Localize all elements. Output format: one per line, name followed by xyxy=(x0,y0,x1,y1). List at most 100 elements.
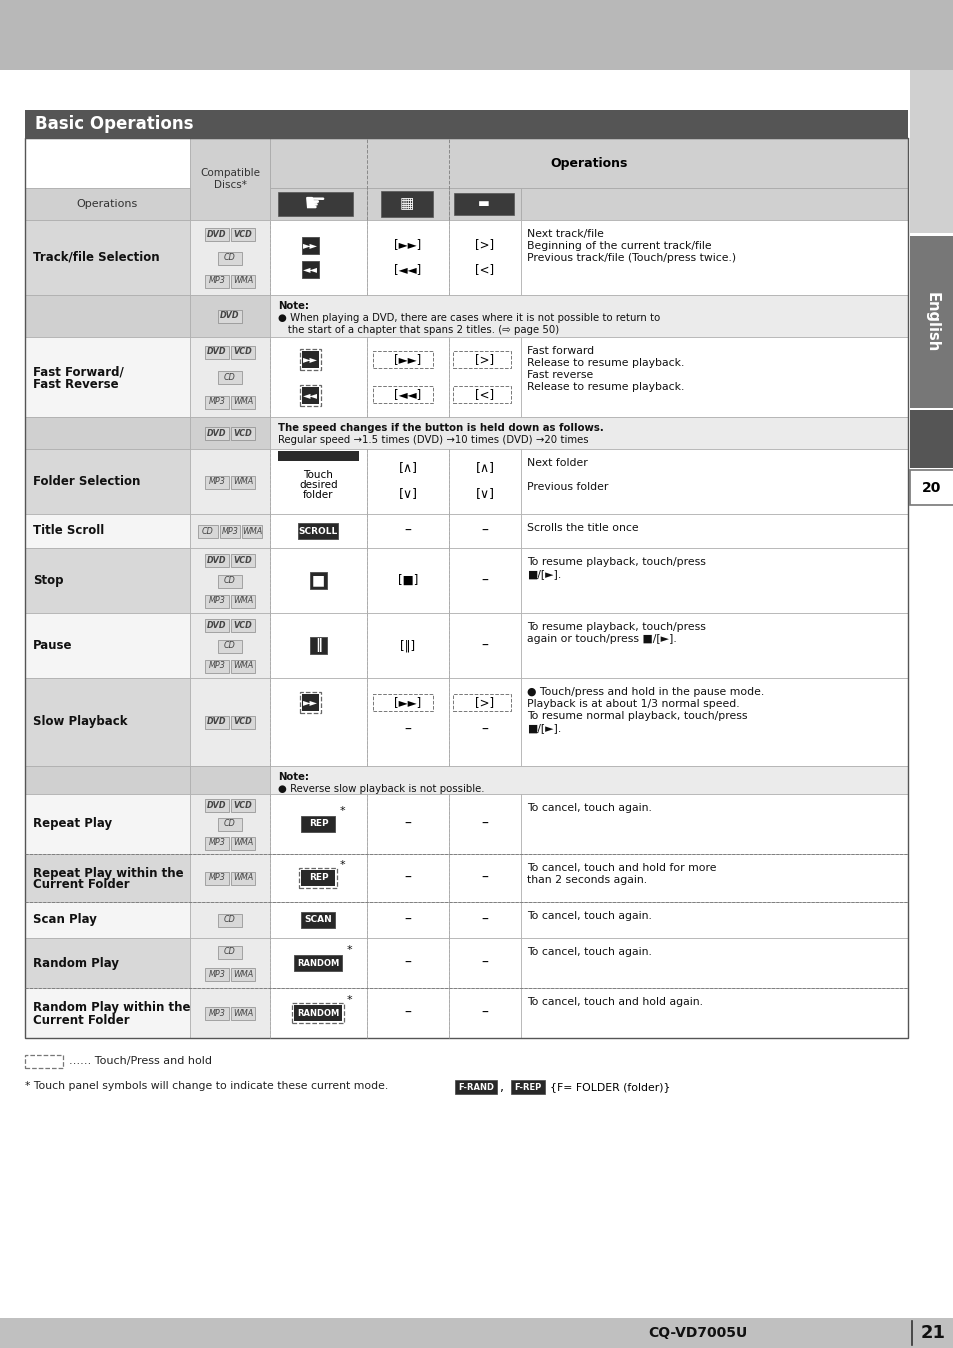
Text: ►►: ►► xyxy=(303,240,317,251)
Bar xyxy=(190,549,270,613)
Bar xyxy=(520,613,907,678)
Text: Note:: Note: xyxy=(277,772,309,782)
Text: CD: CD xyxy=(224,576,235,585)
Bar xyxy=(231,968,254,981)
Text: Fast forward: Fast forward xyxy=(526,346,594,356)
Bar xyxy=(190,295,270,337)
Bar xyxy=(449,938,520,988)
Text: ▬: ▬ xyxy=(477,198,489,210)
Text: To cancel, touch again.: To cancel, touch again. xyxy=(526,911,651,921)
Bar xyxy=(299,384,320,406)
Bar xyxy=(270,220,367,295)
Bar xyxy=(270,938,367,988)
Bar xyxy=(367,794,449,855)
Bar xyxy=(520,794,907,855)
Text: {F= FOLDER (folder)}: {F= FOLDER (folder)} xyxy=(550,1082,670,1092)
Bar xyxy=(294,954,342,971)
Bar xyxy=(520,514,907,549)
Text: 20: 20 xyxy=(922,481,941,495)
Bar xyxy=(270,766,907,794)
Bar xyxy=(449,678,520,766)
Text: MP3: MP3 xyxy=(209,477,225,487)
Bar xyxy=(205,799,229,813)
Text: ►►: ►► xyxy=(303,697,317,706)
Bar xyxy=(205,659,229,673)
Bar xyxy=(520,938,907,988)
Bar xyxy=(25,766,190,794)
Bar xyxy=(190,220,270,295)
Bar xyxy=(205,594,229,608)
Bar xyxy=(449,187,520,220)
Bar xyxy=(25,613,190,678)
Text: Beginning of the current track/file: Beginning of the current track/file xyxy=(526,241,711,251)
Bar xyxy=(190,514,270,549)
Bar xyxy=(218,914,242,927)
Bar xyxy=(270,678,367,766)
Bar xyxy=(270,794,367,855)
Bar xyxy=(302,350,318,368)
Bar xyxy=(909,236,953,408)
Text: ■/[►].: ■/[►]. xyxy=(526,569,560,580)
Bar xyxy=(455,1080,497,1095)
Bar xyxy=(298,523,338,539)
Bar xyxy=(277,452,358,461)
Text: Repeat Play within the: Repeat Play within the xyxy=(33,867,183,879)
Text: ● When playing a DVD, there are cases where it is not possible to return to: ● When playing a DVD, there are cases wh… xyxy=(277,313,659,324)
Bar xyxy=(367,220,449,295)
Bar xyxy=(25,137,907,1038)
Bar xyxy=(205,968,229,981)
Bar xyxy=(299,868,337,888)
Bar xyxy=(373,694,433,710)
Text: VCD: VCD xyxy=(233,801,253,810)
Bar xyxy=(302,693,318,710)
Text: Regular speed →1.5 times (DVD) →10 times (DVD) →20 times: Regular speed →1.5 times (DVD) →10 times… xyxy=(277,435,588,445)
Text: MP3: MP3 xyxy=(209,662,225,670)
Bar xyxy=(270,549,367,613)
Text: –: – xyxy=(481,573,488,588)
Text: F-RAND: F-RAND xyxy=(457,1082,494,1092)
Text: the start of a chapter that spans 2 titles. (⇨ page 50): the start of a chapter that spans 2 titl… xyxy=(277,325,558,336)
Bar xyxy=(520,902,907,938)
Text: –: – xyxy=(404,913,411,927)
Text: RANDOM: RANDOM xyxy=(297,1008,339,1018)
Bar xyxy=(909,470,953,506)
Bar xyxy=(367,613,449,678)
Bar xyxy=(218,639,242,652)
Bar xyxy=(270,988,367,1038)
Text: REP: REP xyxy=(309,874,328,883)
Text: ◄◄: ◄◄ xyxy=(303,390,317,400)
Text: SCAN: SCAN xyxy=(304,915,332,925)
Text: Compatible
Discs*: Compatible Discs* xyxy=(200,168,260,190)
Text: ►►: ►► xyxy=(303,355,317,364)
Text: DVD: DVD xyxy=(207,555,227,565)
Bar xyxy=(270,295,907,337)
Bar xyxy=(190,137,270,220)
Text: VCD: VCD xyxy=(233,348,253,356)
Text: Scan Play: Scan Play xyxy=(33,914,97,926)
Text: …… Touch/Press and hold: …… Touch/Press and hold xyxy=(69,1055,212,1066)
Bar xyxy=(25,187,190,220)
Bar xyxy=(205,619,229,632)
Text: WMA: WMA xyxy=(233,398,253,407)
Bar xyxy=(367,514,449,549)
Text: REP: REP xyxy=(309,820,328,829)
Text: ☛: ☛ xyxy=(304,191,326,216)
Text: Repeat Play: Repeat Play xyxy=(33,817,112,830)
Text: CD: CD xyxy=(224,642,235,650)
Bar xyxy=(270,514,367,549)
Text: Pause: Pause xyxy=(33,639,72,652)
Bar xyxy=(205,716,229,729)
Bar xyxy=(198,524,218,538)
Text: Previous folder: Previous folder xyxy=(526,483,608,492)
Bar xyxy=(301,816,335,832)
Text: Release to resume playback.: Release to resume playback. xyxy=(526,381,683,392)
Text: [>]: [>] xyxy=(475,239,494,251)
Bar xyxy=(520,678,907,766)
Text: –: – xyxy=(481,639,488,652)
Bar xyxy=(231,659,254,673)
Text: WMA: WMA xyxy=(233,276,253,286)
Bar xyxy=(190,449,270,514)
Text: desired: desired xyxy=(299,480,337,491)
Text: To resume playback, touch/press: To resume playback, touch/press xyxy=(526,557,705,568)
Bar xyxy=(520,449,907,514)
